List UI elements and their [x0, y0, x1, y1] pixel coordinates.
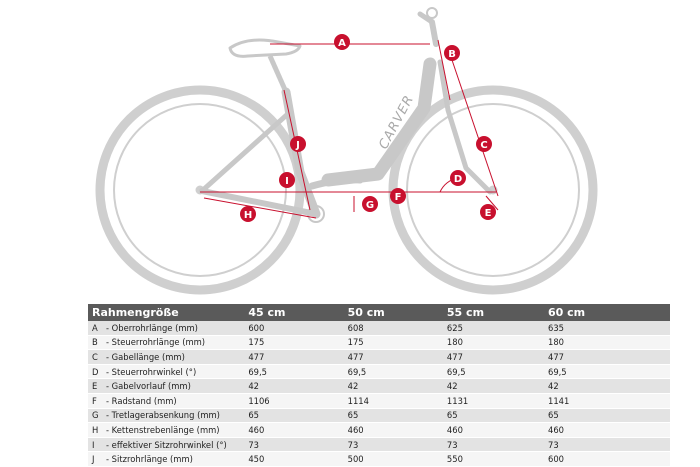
cell-value: 477 [442, 349, 544, 365]
svg-text:D: D [454, 174, 462, 185]
table-row: I- effektiver Sitzrohrwinkel (°) 73 73 7… [88, 437, 670, 453]
table-row: B- Steuerrohrlänge (mm) 175 175 180 180 [88, 335, 670, 351]
row-label: A- Oberrohrlänge (mm) [88, 321, 245, 336]
row-label: E- Gabelvorlauf (mm) [88, 378, 245, 394]
marker-h: H [240, 206, 256, 222]
cell-value: 600 [543, 451, 670, 467]
cell-value: 1141 [543, 393, 670, 409]
cell-value: 42 [343, 378, 443, 394]
svg-text:E: E [485, 208, 492, 219]
cell-value: 608 [343, 321, 443, 336]
cell-value: 69,5 [543, 364, 670, 380]
cell-value: 73 [442, 437, 544, 453]
marker-b: B [444, 45, 460, 61]
table-row: A- Oberrohrlänge (mm) 600 608 625 635 [88, 321, 670, 336]
cell-value: 69,5 [343, 364, 443, 380]
table-header-row: Rahmengröße 45 cm 50 cm 55 cm 60 cm [88, 304, 670, 321]
cell-value: 460 [244, 422, 344, 438]
cell-value: 175 [244, 335, 344, 351]
svg-text:H: H [244, 210, 252, 221]
marker-f: F [390, 188, 406, 204]
row-label: H- Kettenstrebenlänge (mm) [88, 422, 245, 438]
marker-c: C [476, 136, 492, 152]
row-label: I- effektiver Sitzrohrwinkel (°) [88, 437, 245, 453]
table-row: J- Sitzrohrlänge (mm) 450 500 550 600 [88, 451, 670, 467]
header-size-60: 60 cm [543, 304, 670, 321]
cell-value: 1131 [442, 393, 544, 409]
table-row: C- Gabellänge (mm) 477 477 477 477 [88, 349, 670, 365]
cell-value: 477 [244, 349, 344, 365]
rear-wheel [95, 85, 305, 295]
saddle [228, 38, 302, 94]
cell-value: 477 [343, 349, 443, 365]
geometry-table: Rahmengröße 45 cm 50 cm 55 cm 60 cm A- O… [88, 304, 670, 467]
cell-value: 65 [543, 408, 670, 424]
svg-text:I: I [285, 176, 289, 187]
svg-text:F: F [395, 192, 402, 203]
header-size-50: 50 cm [343, 304, 443, 321]
cell-value: 180 [543, 335, 670, 351]
header-frame-size: Rahmengröße [88, 304, 245, 321]
cell-value: 65 [343, 408, 443, 424]
cell-value: 73 [244, 437, 344, 453]
row-label: F- Radstand (mm) [88, 393, 245, 409]
row-label: G- Tretlagerabsenkung (mm) [88, 408, 245, 424]
cell-value: 500 [343, 451, 443, 467]
cell-value: 600 [244, 321, 344, 336]
header-size-45: 45 cm [244, 304, 344, 321]
marker-e: E [480, 204, 496, 220]
cell-value: 550 [442, 451, 544, 467]
cell-value: 69,5 [244, 364, 344, 380]
table-row: D- Steuerrohrwinkel (°) 69,5 69,5 69,5 6… [88, 364, 670, 380]
cell-value: 450 [244, 451, 344, 467]
svg-text:G: G [366, 200, 374, 211]
cell-value: 460 [343, 422, 443, 438]
svg-text:C: C [480, 140, 487, 151]
crankset [307, 205, 325, 223]
cell-value: 1114 [343, 393, 443, 409]
marker-g: G [362, 196, 378, 212]
table-row: G- Tretlagerabsenkung (mm) 65 65 65 65 [88, 408, 670, 424]
table-row: E- Gabelvorlauf (mm) 42 42 42 42 [88, 378, 670, 394]
cell-value: 477 [543, 349, 670, 365]
cell-value: 1106 [244, 393, 344, 409]
cell-value: 73 [543, 437, 670, 453]
cell-value: 175 [343, 335, 443, 351]
cell-value: 180 [442, 335, 544, 351]
cell-value: 42 [244, 378, 344, 394]
cell-value: 65 [244, 408, 344, 424]
svg-text:J: J [295, 140, 300, 151]
row-label: B- Steuerrohrlänge (mm) [88, 335, 245, 351]
cell-value: 625 [442, 321, 544, 336]
cell-value: 42 [442, 378, 544, 394]
row-label: J- Sitzrohrlänge (mm) [88, 451, 245, 467]
marker-d: D [450, 170, 466, 186]
svg-text:A: A [338, 38, 346, 49]
cell-value: 460 [543, 422, 670, 438]
cell-value: 69,5 [442, 364, 544, 380]
cell-value: 42 [543, 378, 670, 394]
marker-i: I [279, 172, 295, 188]
header-size-55: 55 cm [442, 304, 544, 321]
cell-value: 635 [543, 321, 670, 336]
row-label: D- Steuerrohrwinkel (°) [88, 364, 245, 380]
marker-j: J [290, 136, 306, 152]
marker-a: A [334, 34, 350, 50]
table-row: F- Radstand (mm) 1106 1114 1131 1141 [88, 393, 670, 409]
row-label: C- Gabellänge (mm) [88, 349, 245, 365]
cell-value: 73 [343, 437, 443, 453]
svg-text:B: B [448, 49, 456, 60]
table-row: H- Kettenstrebenlänge (mm) 460 460 460 4… [88, 422, 670, 438]
cell-value: 460 [442, 422, 544, 438]
bike-geometry-diagram: CARVER A B C D E F G H [95, 7, 598, 295]
cell-value: 65 [442, 408, 544, 424]
